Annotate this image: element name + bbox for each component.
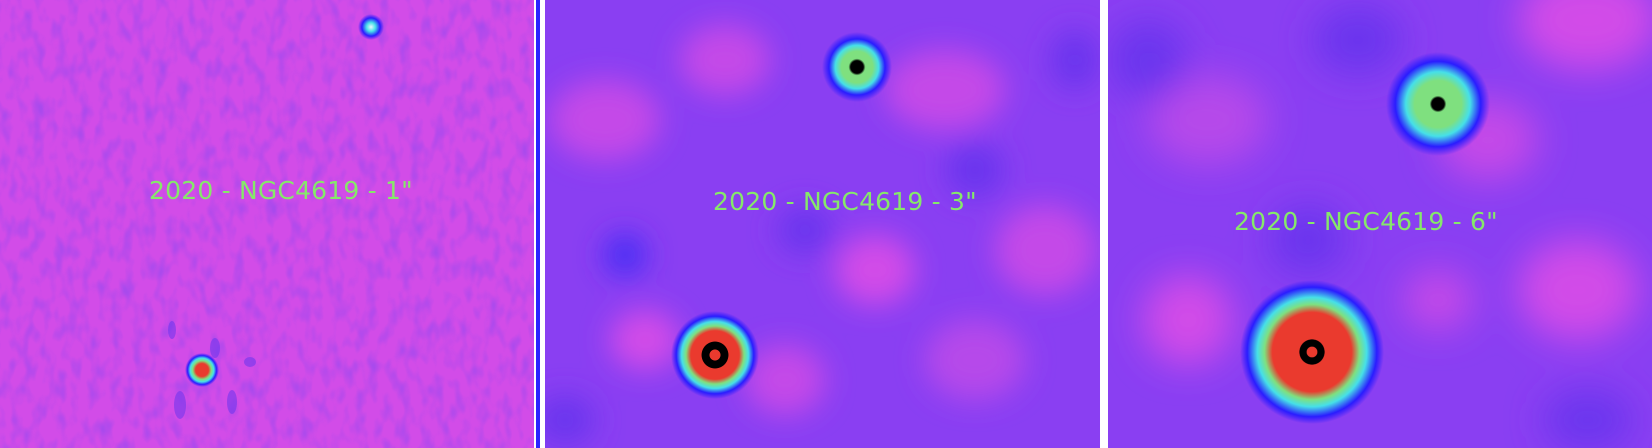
image-panel-3arcsec: 2020 - NGC4619 - 3" xyxy=(545,0,1100,448)
radio-map-6arcsec xyxy=(1108,0,1652,448)
radio-source-north xyxy=(822,32,892,102)
panel-divider xyxy=(534,0,545,448)
sidelobe-streaks xyxy=(168,321,256,419)
panel-divider xyxy=(1100,0,1108,448)
radio-map-3arcsec xyxy=(545,0,1100,448)
background-noise xyxy=(1108,0,1652,448)
radio-map-1arcsec xyxy=(0,0,534,448)
image-panel-6arcsec: 2020 - NGC4619 - 6" xyxy=(1108,0,1652,448)
background-noise xyxy=(545,25,1100,445)
radio-source-south xyxy=(185,353,219,387)
panel-label-6arcsec: 2020 - NGC4619 - 6" xyxy=(1234,207,1498,236)
panel-label-3arcsec: 2020 - NGC4619 - 3" xyxy=(713,187,977,216)
radio-source-north xyxy=(358,14,384,40)
image-panel-1arcsec: 2020 - NGC4619 - 1" xyxy=(0,0,534,448)
panel-label-1arcsec: 2020 - NGC4619 - 1" xyxy=(149,176,413,205)
radio-source-south xyxy=(1240,280,1384,424)
radio-source-south xyxy=(671,311,759,399)
radio-source-north xyxy=(1386,52,1490,156)
